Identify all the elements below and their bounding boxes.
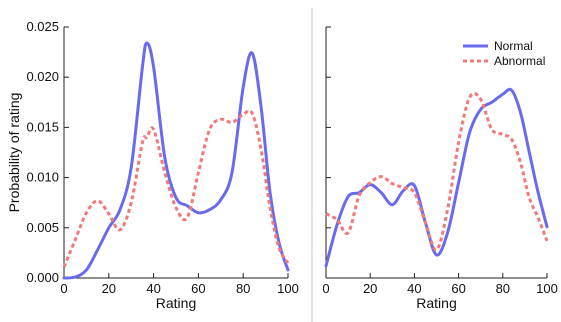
- right-x-tick-label: 100: [536, 281, 558, 296]
- right-x-tick-label: 40: [407, 281, 421, 296]
- right-x-axis-label: Rating: [416, 295, 456, 311]
- left-y-tick-label: 0.020: [26, 69, 59, 84]
- left-x-tick-label: 40: [146, 281, 160, 296]
- right-series-lines: [326, 89, 547, 266]
- left-y-tick-label: 0.010: [26, 170, 59, 185]
- right-series-line-abnormal: [326, 93, 547, 250]
- legend-label-abnormal: Abnormal: [494, 54, 545, 68]
- left-x-tick-label: 20: [102, 281, 116, 296]
- left-x-axis-label: Rating: [156, 295, 196, 311]
- right-x-tick-label: 20: [363, 281, 377, 296]
- right-x-tick-label: 60: [451, 281, 465, 296]
- left-y-tick-label: 0.025: [26, 19, 59, 34]
- left-x-tick-label: 60: [191, 281, 205, 296]
- right-chart-panel: 0 20 40 60 80 100 Rating Normal Abnormal: [322, 27, 557, 311]
- legend-label-normal: Normal: [494, 39, 533, 53]
- left-series-line-normal: [64, 43, 288, 278]
- left-y-tick-label: 0.000: [26, 270, 59, 285]
- left-y-axis-label: Probability of rating: [6, 93, 22, 213]
- left-axis-ticks: 0 20 40 60 80 100 0.000 0.005 0.010 0.015 0.020 0.0…: [26, 19, 298, 296]
- left-x-tick-label: 100: [277, 281, 299, 296]
- right-x-tick-label: 0: [322, 281, 329, 296]
- right-x-tick-label: 80: [496, 281, 510, 296]
- left-x-tick-label: 0: [60, 281, 67, 296]
- left-series-line-abnormal: [64, 111, 288, 267]
- left-y-tick-label: 0.015: [26, 119, 59, 134]
- chart-legend: Normal Abnormal: [463, 39, 545, 68]
- left-chart-panel: 0 20 40 60 80 100 0.000 0.005 0.010 0.015 0.020 0.0…: [6, 19, 299, 311]
- right-series-line-normal: [326, 89, 547, 266]
- left-series-lines: [64, 43, 288, 278]
- left-x-tick-label: 80: [236, 281, 250, 296]
- left-y-tick-label: 0.005: [26, 220, 59, 235]
